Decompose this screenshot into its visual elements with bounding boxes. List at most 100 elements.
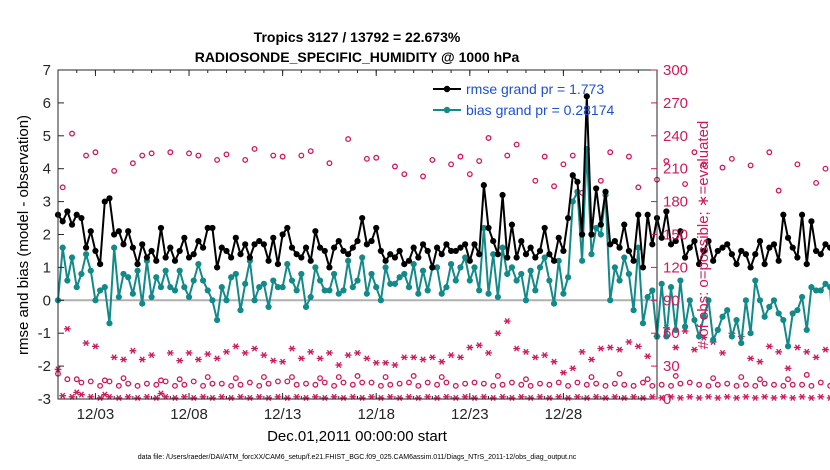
rmse-point xyxy=(125,228,132,235)
rmse-point xyxy=(696,261,703,268)
bias-point xyxy=(438,290,445,297)
rmse-point xyxy=(387,251,394,258)
bias-point xyxy=(274,284,282,291)
obs-possible-point xyxy=(518,381,525,388)
bias-point xyxy=(270,277,277,284)
bias-point xyxy=(635,244,642,251)
rmse-line xyxy=(57,95,830,269)
bias-point xyxy=(92,297,99,304)
bias-point xyxy=(770,297,778,304)
bias-point xyxy=(452,277,459,284)
obs-evaluated-point xyxy=(157,390,165,397)
obs-possible-point xyxy=(668,382,674,389)
rmse-point xyxy=(101,198,108,205)
bias-point xyxy=(162,267,169,274)
obs-evaluated-point xyxy=(588,356,595,363)
rmse-point xyxy=(630,257,637,264)
obs-evaluated-point xyxy=(344,352,352,359)
rmse-point xyxy=(340,247,347,255)
obs-evaluated-point xyxy=(279,358,287,365)
obs-evaluated-point xyxy=(265,394,272,402)
obs-possible-point xyxy=(766,149,773,156)
bias-point xyxy=(265,303,272,310)
obs-evaluated-point xyxy=(779,393,787,400)
y-left-tick-label: 0 xyxy=(43,292,51,309)
rmse-point xyxy=(335,237,342,245)
bias-point xyxy=(171,287,179,294)
obs-possible-point xyxy=(523,376,529,383)
obs-evaluated-point xyxy=(171,394,179,402)
rmse-point xyxy=(513,254,520,261)
bias-point xyxy=(153,274,160,281)
y-right-tick-label: 210 xyxy=(663,161,688,178)
bias-point xyxy=(798,293,806,301)
rmse-point xyxy=(710,257,717,264)
bias-point xyxy=(68,254,76,261)
bias-point xyxy=(686,297,693,304)
bias-point xyxy=(256,284,263,291)
bias-point xyxy=(73,284,80,291)
rmse-point xyxy=(115,228,122,235)
obs-evaluated-point xyxy=(223,348,230,355)
rmse-point xyxy=(153,257,160,264)
obs-evaluated-point xyxy=(793,344,801,351)
bias-point xyxy=(522,297,530,304)
y-left-tick-label: -1 xyxy=(38,325,51,342)
obs-evaluated-point xyxy=(148,352,155,359)
bias-point xyxy=(780,316,787,324)
obs-possible-point xyxy=(794,161,801,168)
rmse-point xyxy=(639,264,647,271)
obs-possible-point xyxy=(438,374,445,381)
bias-point xyxy=(59,244,66,251)
rmse-point xyxy=(307,257,314,264)
rmse-point xyxy=(667,241,675,248)
bias-point xyxy=(550,300,558,307)
obs-possible-point xyxy=(752,382,759,389)
obs-possible-point xyxy=(148,150,155,157)
bias-point xyxy=(97,287,104,294)
obs-evaluated-point xyxy=(59,392,67,399)
rmse-point xyxy=(579,231,586,238)
rmse-point xyxy=(293,251,300,258)
rmse-point xyxy=(424,247,431,255)
rmse-point xyxy=(457,244,464,251)
rmse-point xyxy=(780,211,787,218)
obs-evaluated-point xyxy=(307,348,315,355)
rmse-point xyxy=(64,208,71,215)
obs-evaluated-point xyxy=(138,356,146,363)
bias-point xyxy=(756,297,764,304)
rmse-point xyxy=(237,251,244,258)
obs-possible-point xyxy=(162,378,169,385)
obs-possible-point xyxy=(443,379,450,386)
rmse-point xyxy=(354,237,361,245)
rmse-point xyxy=(733,261,740,268)
obs-possible-point xyxy=(326,160,333,167)
rmse-point xyxy=(770,241,778,248)
rmse-point xyxy=(181,234,188,241)
obs-possible-point xyxy=(200,382,207,389)
obs-evaluated-point xyxy=(545,394,553,402)
obs-possible-point xyxy=(129,160,136,167)
obs-evaluated-point xyxy=(620,394,628,402)
legend: rmse grand pr = 1.773 bias grand pr = 0.… xyxy=(433,81,614,118)
obs-possible-point xyxy=(312,381,319,388)
obs-evaluated-point xyxy=(531,354,539,361)
rmse-point xyxy=(593,185,600,192)
obs-possible-point xyxy=(209,380,216,387)
rmse-point xyxy=(321,247,328,255)
obs-possible-point xyxy=(83,152,90,159)
rmse-point xyxy=(68,221,76,228)
obs-possible-point xyxy=(785,376,791,383)
rmse-point xyxy=(611,237,618,245)
obs-possible-point xyxy=(73,376,80,383)
obs-possible-point xyxy=(153,381,160,388)
obs-possible-point xyxy=(490,382,497,389)
rmse-point xyxy=(433,244,441,251)
obs-possible-point xyxy=(214,156,221,163)
bias-point xyxy=(714,326,721,334)
obs-possible-point xyxy=(546,381,553,388)
obs-evaluated-point xyxy=(400,354,408,361)
obs-possible-point xyxy=(78,379,85,386)
bias-point xyxy=(405,284,413,291)
rmse-point xyxy=(373,224,380,232)
